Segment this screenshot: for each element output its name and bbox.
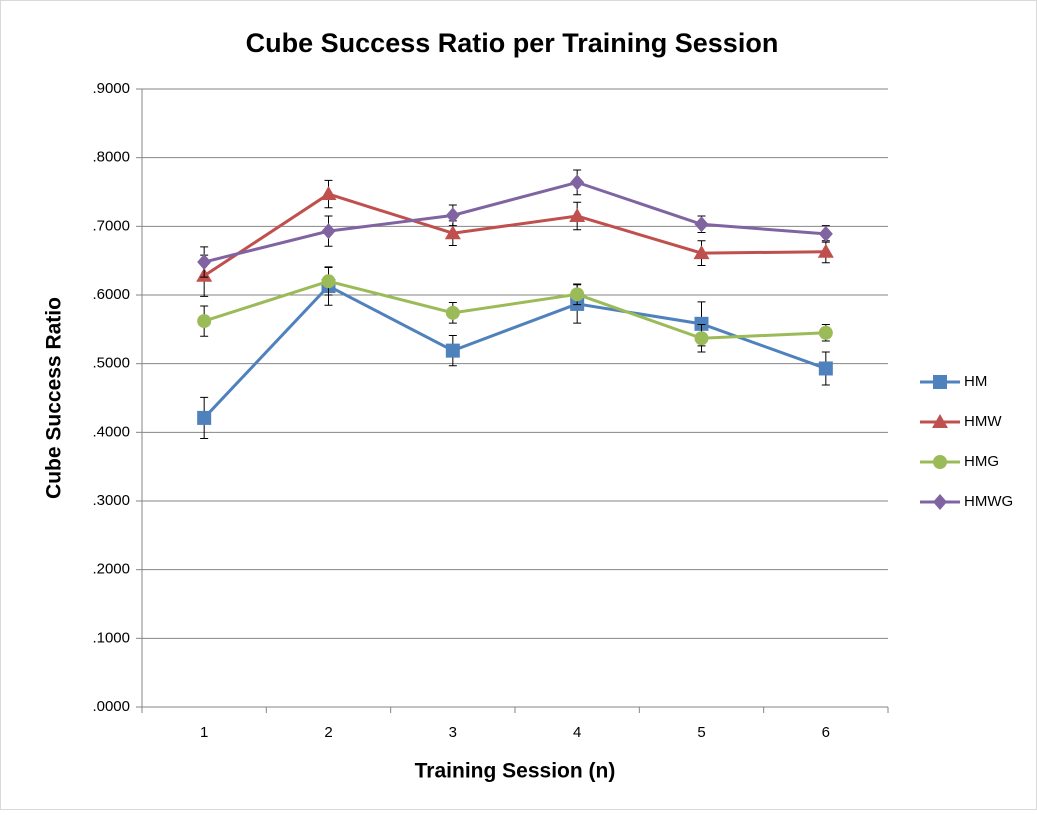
y-tick-label: .3000: [92, 492, 130, 509]
legend-marker: [933, 375, 947, 389]
x-tick-label: 1: [200, 724, 208, 741]
y-tick-label: .9000: [92, 80, 130, 97]
data-point: [694, 216, 709, 233]
legend-label: HMWG: [964, 493, 1013, 510]
x-tick-label: 2: [324, 724, 332, 741]
data-point: [445, 343, 460, 358]
data-point: [197, 314, 212, 329]
data-point: [817, 243, 834, 258]
legend-marker: [933, 455, 947, 469]
legend-label: HMW: [964, 413, 1002, 430]
legend-label: HM: [964, 373, 987, 390]
data-point: [197, 410, 212, 425]
series-line: [203, 279, 826, 340]
data-point: [694, 316, 709, 331]
x-tick-label: 4: [573, 724, 581, 741]
data-point: [321, 223, 336, 240]
data-point: [570, 174, 585, 191]
y-tick-label: .1000: [92, 629, 130, 646]
y-tick-label: .4000: [92, 423, 130, 440]
y-axis-label: Cube Success Ratio: [43, 297, 66, 499]
legend-marker: [932, 414, 948, 428]
data-point: [818, 361, 833, 376]
legend-label: HMG: [964, 453, 999, 470]
chart-title: Cube Success Ratio per Training Session: [246, 28, 779, 58]
data-point: [694, 331, 709, 346]
series-line: [203, 284, 827, 419]
x-tick-label: 3: [449, 724, 457, 741]
data-point: [321, 274, 336, 289]
y-tick-label: .0000: [92, 698, 130, 715]
data-point: [569, 208, 586, 223]
data-point: [445, 305, 460, 320]
series-line: [203, 180, 826, 264]
data-point: [320, 186, 337, 201]
y-tick-label: .7000: [92, 217, 130, 234]
series-line: [203, 192, 826, 278]
legend-marker: [933, 494, 947, 510]
data-point: [818, 225, 833, 242]
data-point: [818, 325, 833, 340]
y-tick-label: .6000: [92, 286, 130, 303]
data-point: [197, 254, 212, 271]
data-point: [444, 225, 461, 240]
data-point: [570, 287, 585, 302]
y-tick-label: .2000: [92, 561, 130, 578]
data-point: [445, 207, 460, 224]
y-tick-label: .5000: [92, 355, 130, 372]
x-tick-label: 5: [697, 724, 705, 741]
data-point: [693, 245, 710, 260]
x-tick-label: 6: [822, 724, 830, 741]
y-tick-label: .8000: [92, 149, 130, 166]
x-axis-label: Training Session (n): [415, 760, 616, 783]
